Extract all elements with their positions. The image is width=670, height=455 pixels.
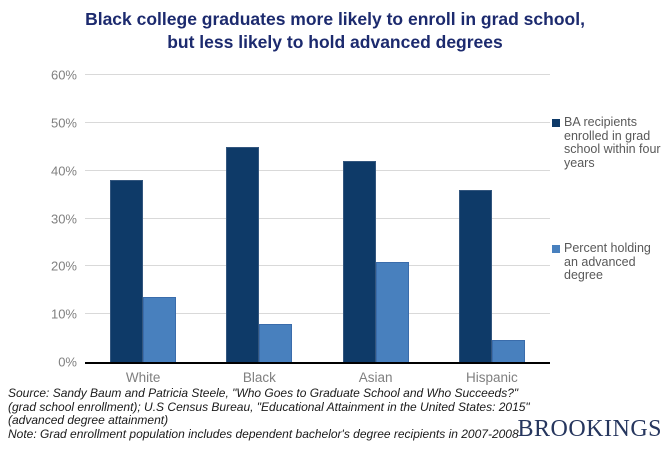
bar-white-grad-enrollment <box>110 180 144 362</box>
x-axis-label-hispanic: Hispanic <box>465 370 518 385</box>
bar-black-grad-enrollment <box>226 146 260 362</box>
source-notes: Source: Sandy Baum and Patricia Steele, … <box>8 386 568 441</box>
gridline-10 <box>85 313 550 315</box>
gridline-60 <box>85 74 550 75</box>
y-axis-label-30: 30% <box>50 211 77 226</box>
x-axis-label-white: White <box>125 370 161 385</box>
gridline-20 <box>85 265 550 267</box>
y-axis-label-0: 0% <box>58 354 77 370</box>
plot-area: 0% 10% 20% 30% 40% 50% 60% White Black Asian Hispa… <box>51 68 550 385</box>
y-axis-label-60: 60% <box>50 67 77 83</box>
bar-asian-advanced-degree <box>375 261 409 362</box>
source-line-3: (advanced degree attainment) <box>8 413 169 428</box>
bar-hispanic-grad-enrollment <box>458 189 492 362</box>
legend-item-grad-enrollment: BA recipients enrolled in grad school wi… <box>552 115 670 170</box>
legend-label: BA recipients enrolled in grad school wi… <box>564 115 661 170</box>
bar-hispanic-advanced-degree <box>491 340 525 362</box>
source-line-2: (grad school enrollment); U.S Census Bur… <box>8 399 530 414</box>
chart-title: Black college graduates more likely to e… <box>85 9 585 52</box>
legend-item-advanced-degree: Percent holding an advanced degree <box>552 241 670 283</box>
brookings-logo: BROOKINGS <box>517 416 662 442</box>
y-axis-label-10: 10% <box>50 306 77 322</box>
x-axis-label-black: Black <box>242 370 276 385</box>
legend-label: Percent holding an advanced degree <box>564 241 651 282</box>
bar-black-advanced-degree <box>259 323 293 362</box>
source-line-1: Source: Sandy Baum and Patricia Steele, … <box>8 386 519 400</box>
y-axis-label-50: 50% <box>50 115 77 131</box>
bar-asian-grad-enrollment <box>342 161 376 362</box>
source-line-4: Note: Grad enrollment population include… <box>8 426 519 441</box>
y-axis-label-20: 20% <box>50 258 77 274</box>
gridline-30 <box>85 217 550 219</box>
gridline-50 <box>85 121 550 123</box>
legend-swatch-icon <box>552 245 560 253</box>
x-axis-label-asian: Asian <box>358 370 393 385</box>
y-axis-label-40: 40% <box>50 163 77 179</box>
gridline-40 <box>85 169 550 171</box>
legend-swatch-icon <box>552 119 560 127</box>
bar-white-advanced-degree <box>143 297 177 362</box>
